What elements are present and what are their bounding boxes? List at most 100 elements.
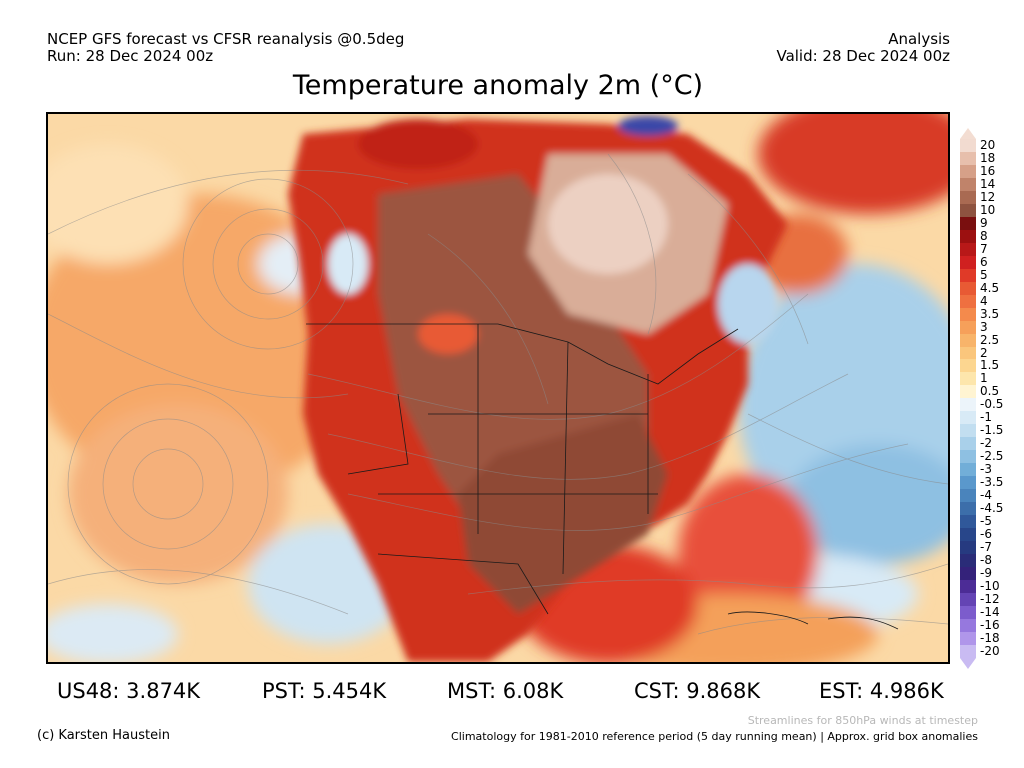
country-borders (306, 323, 899, 630)
colorbar-label: 1 (980, 371, 988, 386)
colorbar-bottom-arrow (960, 657, 976, 669)
colorbar-swatch (960, 489, 976, 503)
colorbar-label: 6 (980, 254, 988, 269)
colorbar-row: 9 (960, 216, 988, 230)
colorbar-row: -1.5 (960, 424, 1003, 438)
colorbar-row: -10 (960, 579, 1000, 593)
colorbar-swatch (960, 151, 976, 165)
colorbar-swatch (960, 177, 976, 191)
colorbar-label: -20 (980, 643, 1000, 658)
colorbar-swatch (960, 333, 976, 347)
header-right: Analysis Valid: 28 Dec 2024 00z (776, 31, 950, 65)
colorbar-row: -2 (960, 437, 992, 451)
colorbar-swatch (960, 229, 976, 243)
run-time: Run: 28 Dec 2024 00z (47, 47, 214, 65)
colorbar-row: 2 (960, 346, 988, 360)
colorbar-row: -7 (960, 541, 992, 554)
colorbar-label: -1 (980, 410, 992, 425)
stat-mst: MST: 6.08K (447, 679, 564, 703)
colorbar-label: 1.5 (980, 358, 1000, 373)
colorbar-row: 8 (960, 229, 988, 243)
colorbar-row: -14 (960, 605, 1000, 619)
colorbar-row: -0.5 (960, 398, 1003, 412)
stat-cst: CST: 9.868K (634, 679, 761, 703)
colorbar-row: -9 (960, 566, 992, 580)
colorbar-row: 6 (960, 255, 988, 269)
colorbar-swatch (960, 190, 976, 204)
colorbar-row: -20 (960, 644, 1000, 658)
colorbar-swatch (960, 139, 976, 152)
colorbar-row: 0.5 (960, 385, 999, 399)
colorbar-label: 9 (980, 215, 988, 230)
colorbar-label: 4 (980, 293, 988, 308)
colorbar-swatch (960, 268, 976, 282)
colorbar-row: -8 (960, 554, 992, 567)
colorbar-swatch (960, 502, 976, 516)
colorbar-label: -1.5 (980, 423, 1004, 438)
colorbar-swatch (960, 592, 976, 606)
colorbar-row: 14 (960, 177, 995, 191)
colorbar-swatch (960, 618, 976, 632)
colorbar-swatch (960, 450, 976, 464)
colorbar-swatch (960, 372, 976, 386)
colorbar-row: -4.5 (960, 502, 1003, 516)
colorbar-label: 5 (980, 267, 988, 282)
stat-us48: US48: 3.874K (57, 679, 201, 703)
colorbar-swatch (960, 631, 976, 645)
colorbar-label: 4.5 (980, 280, 1000, 295)
colorbar-row: 3.5 (960, 307, 999, 321)
colorbar-swatch (960, 216, 976, 230)
colorbar-swatch (960, 307, 976, 321)
colorbar-label: 0.5 (980, 384, 1000, 399)
colorbar-row: 16 (960, 164, 995, 178)
colorbar-label: -9 (980, 565, 992, 580)
colorbar-label: -3.5 (980, 475, 1004, 490)
colorbar-swatch (960, 644, 976, 658)
colorbar-swatch (960, 294, 976, 308)
colorbar-swatch (960, 242, 976, 256)
colorbar-label: 18 (980, 150, 996, 165)
colorbar-top-arrow (960, 128, 976, 139)
colorbar-label: 8 (980, 228, 988, 243)
colorbar-row: -1 (960, 411, 992, 425)
anomaly-map (46, 112, 950, 664)
valid-time: Valid: 28 Dec 2024 00z (776, 47, 950, 65)
colorbar-label: 10 (980, 202, 996, 217)
colorbar-swatch (960, 164, 976, 178)
colorbar-row: -3 (960, 463, 992, 477)
climatology-note: Climatology for 1981-2010 reference peri… (451, 730, 978, 743)
stat-est: EST: 4.986K (819, 679, 944, 703)
colorbar-label: -18 (980, 630, 1000, 645)
colorbar-row: -12 (960, 592, 1000, 606)
colorbar-swatch (960, 281, 976, 295)
colorbar-swatch (960, 255, 976, 269)
stat-pst: PST: 5.454K (262, 679, 387, 703)
colorbar-label: 3.5 (980, 306, 1000, 321)
colorbar-label: -2.5 (980, 449, 1004, 464)
colorbar-swatch (960, 528, 976, 542)
colorbar-row: 18 (960, 151, 995, 165)
colorbar-swatch (960, 346, 976, 360)
colorbar-row: 1 (960, 372, 988, 386)
colorbar-row: 3 (960, 320, 988, 334)
analysis-label: Analysis (888, 30, 950, 48)
colorbar-label: 3 (980, 319, 988, 334)
colorbar: 20 18 16 14 12 10 9 8 7 6 5 4.5 4 3.5 3 2.5 2 1.5 1 0.5 -0.5… (960, 139, 1003, 658)
colorbar-label: -10 (980, 578, 1000, 593)
colorbar-swatch (960, 515, 976, 529)
colorbar-label: -4.5 (980, 501, 1004, 516)
colorbar-swatch (960, 579, 976, 593)
colorbar-row: 12 (960, 190, 995, 204)
colorbar-label: 20 (980, 138, 996, 152)
colorbar-swatch (960, 359, 976, 373)
colorbar-row: -4 (960, 489, 992, 503)
header-left: NCEP GFS forecast vs CFSR reanalysis @0.… (47, 31, 404, 65)
map-title: Temperature anomaly 2m (°C) (292, 70, 704, 101)
colorbar-label: -4 (980, 488, 992, 503)
colorbar-swatch (960, 605, 976, 619)
colorbar-swatch (960, 566, 976, 580)
colorbar-row: -3.5 (960, 476, 1003, 490)
colorbar-swatch (960, 385, 976, 399)
colorbar-label: -6 (980, 527, 992, 542)
colorbar-swatch (960, 203, 976, 217)
